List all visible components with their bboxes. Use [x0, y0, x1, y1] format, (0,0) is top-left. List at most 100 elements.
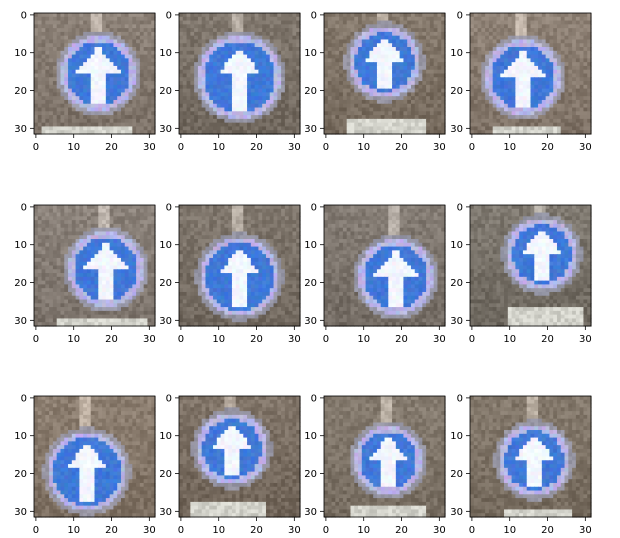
pixel [429, 88, 435, 94]
pixel [117, 47, 122, 52]
pixel [583, 103, 588, 109]
pixel [384, 47, 389, 52]
pixel [90, 295, 96, 301]
pixel [426, 69, 431, 75]
pixel [79, 111, 84, 116]
pixel [418, 58, 423, 63]
pixel [49, 35, 54, 41]
pixel [545, 111, 551, 116]
pixel [41, 84, 46, 90]
pixel [209, 96, 214, 101]
pixel [243, 115, 248, 120]
pixel [339, 81, 344, 86]
pixel [182, 73, 188, 78]
pixel [136, 20, 141, 25]
pixel [60, 54, 65, 59]
pixel [346, 92, 352, 97]
pixel [132, 130, 137, 135]
pixel [243, 96, 248, 101]
pixel [407, 20, 412, 25]
pixel [109, 284, 115, 289]
pixel [136, 273, 141, 278]
pixel [433, 73, 439, 78]
pixel [407, 103, 412, 109]
pixel [288, 16, 294, 22]
pixel [197, 54, 203, 59]
pixel [90, 273, 96, 278]
pixel [399, 62, 405, 67]
pixel [224, 73, 229, 78]
pixel [365, 43, 370, 48]
pixel [519, 122, 524, 128]
pixel [473, 43, 479, 48]
pixel [511, 122, 516, 128]
pixel [83, 111, 88, 116]
pixel [384, 73, 389, 78]
pixel [231, 35, 237, 41]
pixel [216, 62, 222, 67]
pixel [49, 96, 54, 101]
pixel [564, 28, 569, 33]
pixel [102, 130, 107, 135]
pixel [197, 88, 203, 94]
pixel [553, 65, 558, 71]
pixel [568, 118, 573, 124]
pixel [37, 235, 43, 240]
pixel [194, 20, 199, 25]
pixel [254, 81, 260, 86]
pixel [64, 273, 69, 278]
pixel [228, 69, 233, 75]
pixel [143, 69, 149, 75]
pixel [265, 62, 271, 67]
pixel [235, 31, 241, 37]
pixel [49, 65, 54, 71]
pixel [49, 24, 54, 29]
pixel [399, 96, 405, 101]
pixel [94, 84, 99, 90]
pixel [426, 43, 431, 48]
pixel [224, 88, 229, 94]
pixel [380, 77, 386, 82]
pixel [45, 96, 50, 101]
pixel [197, 122, 203, 128]
pixel [94, 65, 99, 71]
pixel [477, 39, 482, 44]
pixel [52, 16, 58, 22]
pixel [254, 24, 260, 29]
pixel [549, 118, 554, 124]
pixel [515, 20, 520, 25]
pixel [361, 122, 367, 128]
pixel [515, 88, 520, 94]
pixel [231, 126, 237, 131]
pixel [549, 54, 554, 59]
pixel [64, 126, 69, 131]
pixel [136, 295, 141, 301]
pixel [90, 88, 96, 94]
pixel [56, 13, 62, 18]
pixel [350, 73, 355, 78]
pixel [90, 235, 96, 240]
pixel [64, 24, 69, 29]
pixel [534, 126, 539, 131]
pixel [243, 130, 248, 135]
pixel [75, 65, 80, 71]
pixel [277, 118, 282, 124]
pixel [288, 118, 294, 124]
pixel [541, 92, 547, 97]
pixel [201, 122, 207, 128]
pixel [239, 43, 244, 48]
pixel [437, 47, 442, 52]
pixel [572, 43, 577, 48]
pixel [376, 115, 382, 120]
pixel [79, 257, 84, 263]
pixel [579, 65, 585, 71]
pixel [102, 118, 107, 124]
pixel [369, 50, 374, 56]
pixel [71, 81, 77, 86]
pixel [507, 50, 513, 56]
pixel [60, 288, 65, 293]
pixel [392, 130, 397, 135]
pixel [361, 20, 367, 25]
pixel [365, 24, 370, 29]
pixel [441, 81, 446, 86]
